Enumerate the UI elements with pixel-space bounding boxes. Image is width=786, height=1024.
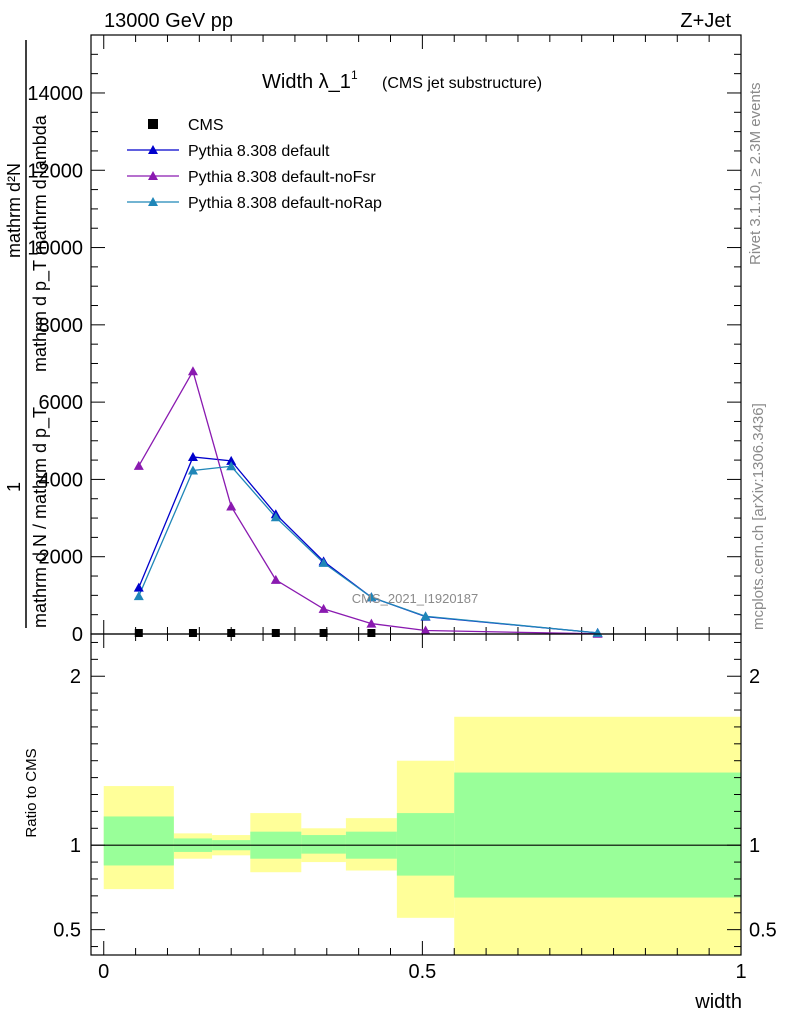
y-tick-label: 4000: [39, 469, 84, 491]
series-point-3: [187, 465, 198, 475]
cms-point: [227, 629, 236, 637]
chart-title-text: Width λ_1: [262, 71, 351, 93]
series-line-1: [138, 456, 598, 634]
y-tick-label: 2000: [39, 547, 84, 569]
y-tick-label: 6000: [39, 392, 84, 414]
series-point-2: [133, 460, 144, 470]
series-line-3: [138, 465, 598, 634]
chart-subtitle: (CMS jet substructure): [382, 75, 542, 92]
chart-title: Width λ_11: [262, 68, 358, 93]
ratio-ylabel: Ratio to CMS: [23, 748, 40, 837]
x-tick-label: 0.5: [408, 961, 436, 983]
ratio-y-tick-label-right: 1: [749, 835, 760, 857]
chart-title-sup: 1: [351, 68, 358, 82]
ylabel-bottom-numerator: 1: [4, 482, 24, 492]
cms-point: [319, 629, 328, 637]
cms-point: [134, 629, 143, 637]
main-axes: 0 2000 4000 6000 8000 10000 12000 14000: [27, 34, 742, 646]
ylabel-top-denominator: mathrm d p_T mathrm d lambda: [30, 114, 51, 372]
legend-marker-cms: [148, 119, 158, 129]
ratio-bands: [91, 716, 741, 955]
series-point-3: [270, 512, 281, 522]
ratio-y-tick-label: 0.5: [53, 920, 81, 942]
watermark: CMS_2021_I1920187: [352, 591, 479, 606]
series-point-2: [270, 574, 281, 584]
series-point-3: [226, 461, 237, 471]
cms-point: [188, 629, 197, 637]
series-point-2: [187, 366, 198, 376]
legend: CMS Pythia 8.308 default Pythia 8.308 defa…: [127, 117, 382, 212]
x-axis-label: width: [694, 991, 742, 1013]
legend-label: Pythia 8.308 default-noRap: [188, 195, 382, 212]
series-point-1: [187, 452, 198, 462]
series-point-2: [420, 625, 431, 635]
stat-band-4: [301, 835, 346, 854]
rivet-label: Rivet 3.1.10, ≥ 2.3M events: [747, 83, 764, 266]
y-tick-label: 8000: [39, 315, 84, 337]
series-point-1: [226, 455, 237, 465]
legend-marker: [148, 171, 158, 180]
y-tick-label: 0: [72, 624, 83, 646]
energy-label: 13000 GeV pp: [104, 10, 233, 32]
stat-band-6: [396, 813, 455, 876]
ratio-y-tick-label-right: 2: [749, 666, 760, 688]
series-point-3: [133, 591, 144, 601]
series-line-2: [138, 369, 598, 635]
legend-label: Pythia 8.308 default-noFsr: [188, 169, 376, 186]
y-tick-label: 14000: [27, 83, 83, 105]
ratio-y-tick-label: 2: [70, 666, 81, 688]
series-point-3: [366, 592, 377, 602]
y-tick-label: 12000: [27, 160, 83, 182]
legend-marker: [148, 197, 158, 206]
cms-point: [271, 629, 280, 637]
ylabel-top-numerator: mathrm d²N: [4, 163, 24, 258]
ratio-y-tick-label-right: 0.5: [749, 920, 777, 942]
legend-label: CMS: [188, 117, 224, 134]
ratio-axes: 0 0.5 10.5 0.51 12 2: [53, 633, 777, 983]
series-point-3: [420, 611, 431, 621]
series-point-2: [366, 618, 377, 628]
process-label: Z+Jet: [680, 10, 731, 32]
stat-band-0: [103, 816, 174, 866]
ylabel-bottom-denominator: mathrm d N / mathrm d p_T: [30, 407, 51, 628]
mcplots-label: mcplots.cern.ch [arXiv:1306.3436]: [750, 403, 767, 630]
x-tick-label: 0: [98, 961, 109, 983]
legend-label: Pythia 8.308 default: [188, 143, 330, 160]
stat-band-7: [454, 772, 741, 898]
series-point-3: [318, 557, 329, 567]
cms-point: [367, 629, 376, 637]
ratio-y-tick-label: 1: [70, 835, 81, 857]
series-point-2: [226, 501, 237, 511]
x-tick-label: 1: [735, 961, 746, 983]
main-series: [133, 366, 603, 638]
series-point-2: [318, 603, 329, 613]
legend-marker: [148, 145, 158, 154]
series-point-1: [133, 582, 144, 592]
y-tick-label: 10000: [27, 238, 83, 260]
